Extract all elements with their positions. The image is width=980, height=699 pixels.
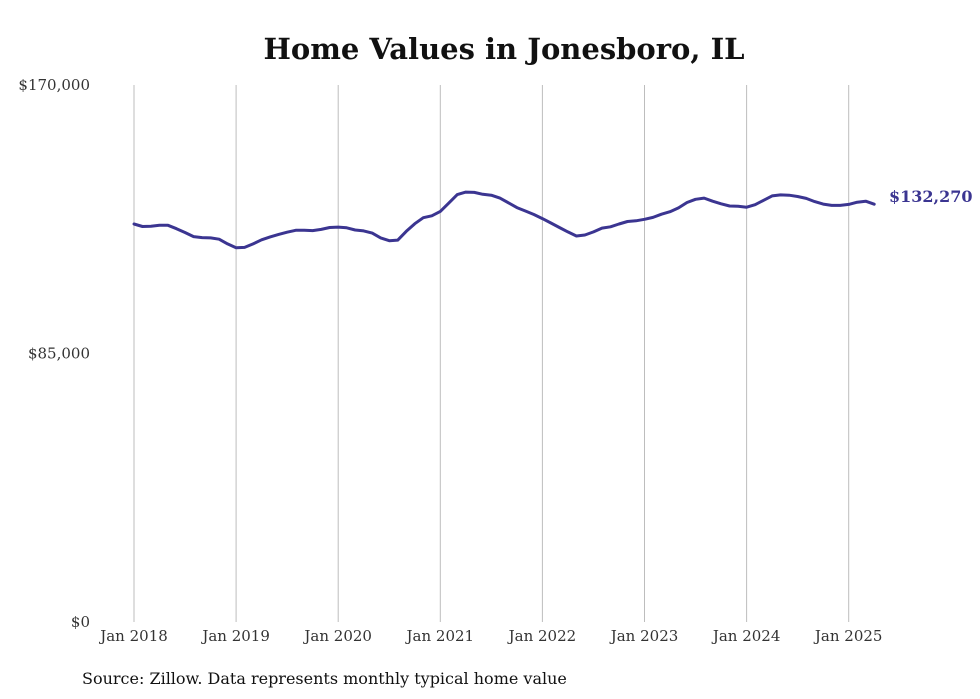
x-tick-label: Jan 2018 [98, 627, 168, 645]
y-tick-label: $85,000 [28, 345, 90, 363]
x-tick-label: Jan 2020 [302, 627, 372, 645]
y-tick-label: $0 [71, 613, 90, 631]
x-tick-label: Jan 2024 [711, 627, 781, 645]
y-tick-label: $170,000 [18, 76, 90, 94]
x-tick-label: Jan 2025 [813, 627, 883, 645]
x-tick-label: Jan 2023 [609, 627, 679, 645]
series-line-home-value [132, 190, 876, 250]
x-tick-label: Jan 2022 [507, 627, 577, 645]
source-note: Source: Zillow. Data represents monthly … [82, 669, 567, 688]
gridlines [133, 85, 850, 622]
x-tick-label: Jan 2019 [200, 627, 270, 645]
end-value-label: $132,270 [889, 187, 973, 206]
y-axis-ticks: $170,000 $85,000 $0 [18, 76, 90, 631]
x-tick-label: Jan 2021 [405, 627, 475, 645]
x-axis-ticks: Jan 2018 Jan 2019 Jan 2020 Jan 2021 Jan 2022… [98, 627, 882, 645]
chart-title: Home Values in Jonesboro, IL [263, 32, 744, 66]
